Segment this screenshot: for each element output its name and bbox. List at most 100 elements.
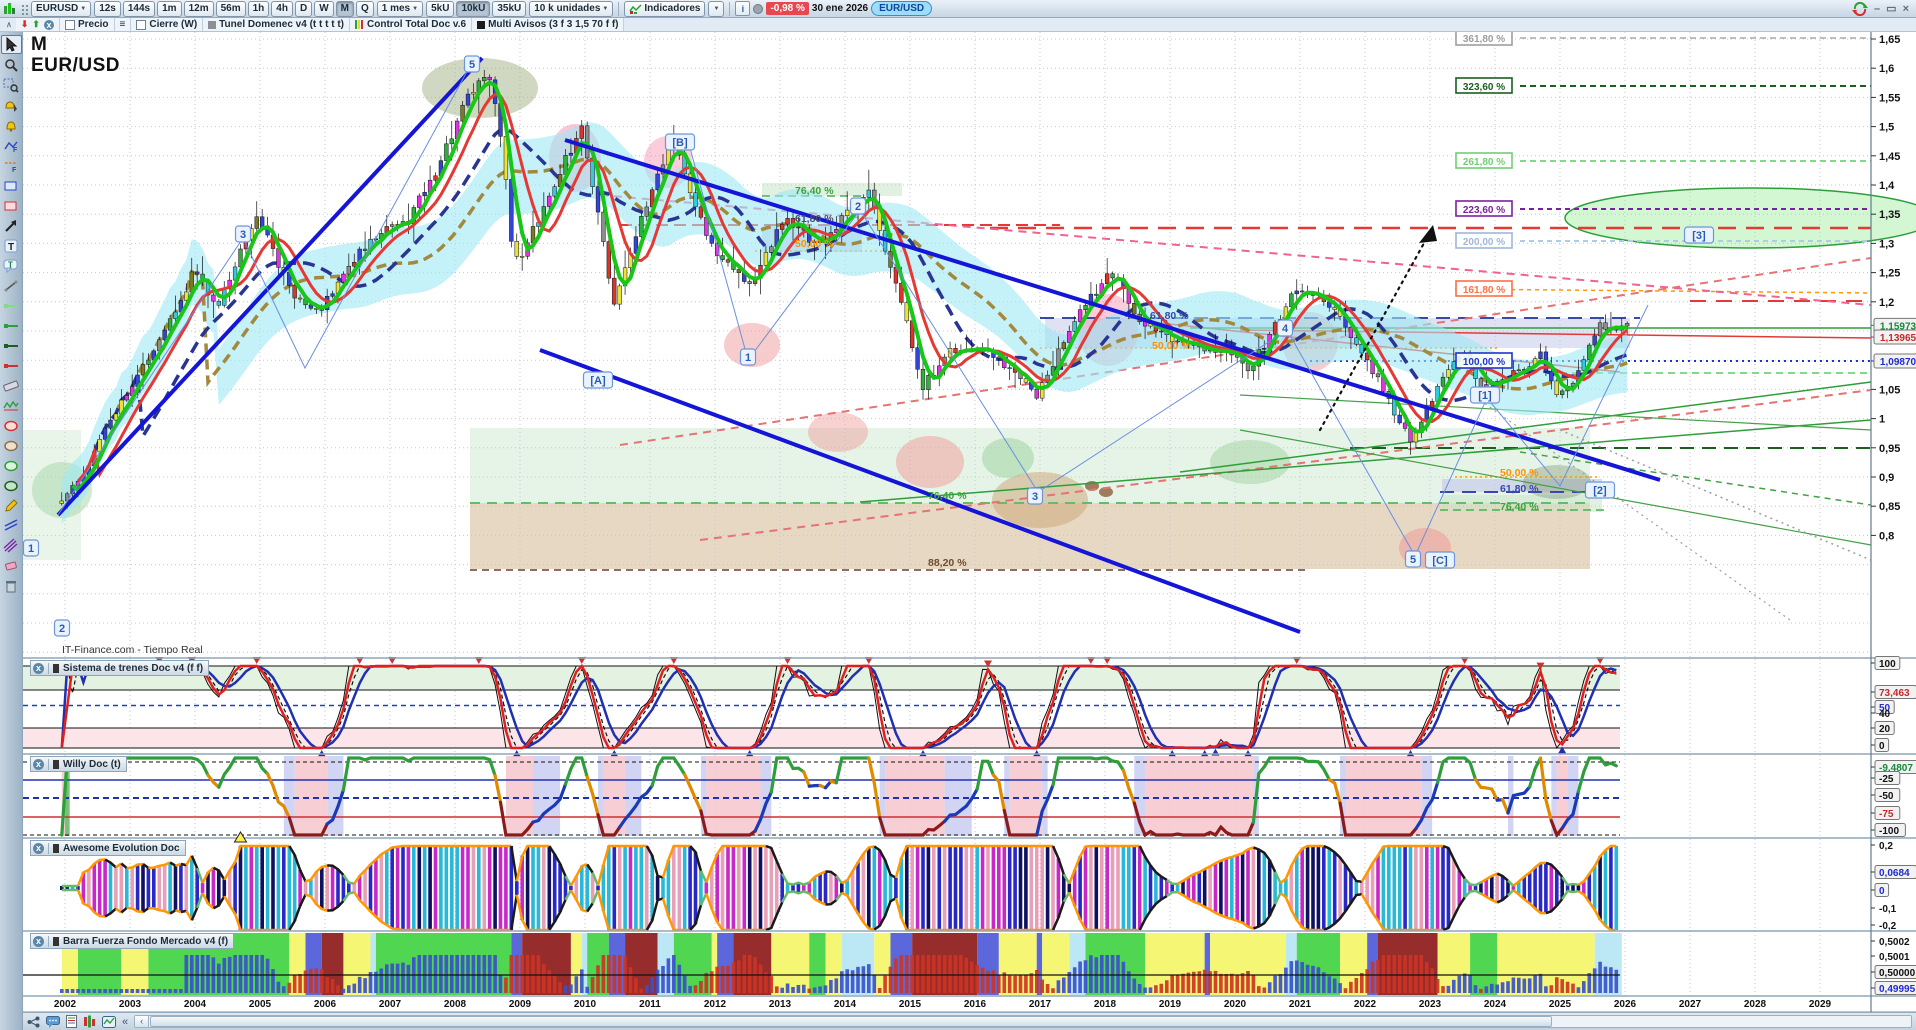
comment-icon[interactable]: T <box>2 257 21 274</box>
timeframe-button-W[interactable]: W <box>314 0 334 17</box>
alert-icon[interactable] <box>2 117 21 134</box>
wave-label-box[interactable] <box>1276 319 1294 337</box>
scroll-left-button[interactable]: ‹ <box>135 1016 150 1027</box>
hline-lightgreen-icon[interactable] <box>2 297 21 314</box>
timeframe-button-Q[interactable]: Q <box>355 0 374 17</box>
wave-label-box[interactable] <box>1469 386 1501 404</box>
wave-label-box[interactable] <box>463 55 481 73</box>
eraser-icon[interactable] <box>2 557 21 574</box>
ellipse-red-icon[interactable] <box>2 417 21 434</box>
wave-label-box[interactable] <box>1404 550 1422 568</box>
timeframe-button-4h[interactable]: 4h <box>271 0 293 17</box>
ellipse-green-icon[interactable] <box>2 457 21 474</box>
refresh-icon[interactable] <box>1852 1 1869 16</box>
hline-red-icon[interactable] <box>2 357 21 374</box>
ellipse-tan-icon[interactable] <box>2 437 21 454</box>
overlay-item-2[interactable]: Cierre (W) <box>131 18 204 31</box>
willy-line <box>1327 778 1342 805</box>
zoom-icon[interactable] <box>2 57 21 74</box>
pencil-icon[interactable] <box>2 497 21 514</box>
downtrend-line-upper <box>564 138 1661 482</box>
timeframe-button-1h[interactable]: 1h <box>247 0 270 17</box>
indicators-dropdown[interactable]: ▼ <box>708 0 725 17</box>
timeframe-button-1m[interactable]: 1m <box>157 0 182 17</box>
indicators-button[interactable]: Indicadores <box>624 0 706 17</box>
collapse-left-icon[interactable]: « <box>122 1015 129 1028</box>
arrow-icon[interactable] <box>2 217 21 234</box>
panel-scale-label: 0,0684 <box>1879 868 1910 879</box>
overlay-item-4[interactable]: Control Total Doc v.6 <box>350 18 473 31</box>
wave-label-box[interactable] <box>1683 226 1715 244</box>
awesome-envelope <box>1138 895 1168 931</box>
panel-close-icon[interactable]: x <box>33 935 44 947</box>
timeframe-button-144s[interactable]: 144s <box>122 0 156 17</box>
candle <box>1050 366 1056 376</box>
panel-close-icon[interactable]: x <box>33 758 44 770</box>
quantity-button-10kU[interactable]: 10kU <box>456 0 491 17</box>
chart-window-icon[interactable] <box>102 1015 116 1028</box>
wave-label-box[interactable] <box>849 197 867 215</box>
wave-label-box[interactable] <box>53 619 71 637</box>
overlay-item-0[interactable]: Precio <box>59 18 115 31</box>
units-selector[interactable]: 10 k unidades ▼ <box>529 0 614 17</box>
segment-icon[interactable] <box>2 277 21 294</box>
hline-darkgreen-icon[interactable] <box>2 337 21 354</box>
close-circle-icon[interactable]: x <box>43 19 54 30</box>
share-icon[interactable] <box>27 1016 40 1028</box>
note-icon[interactable] <box>66 1015 77 1028</box>
channel-icon[interactable] <box>2 517 21 534</box>
wave-label-box[interactable] <box>664 133 696 151</box>
text-icon[interactable]: T <box>2 237 21 254</box>
pitchfork-icon[interactable] <box>2 537 21 554</box>
overlay-item-3[interactable]: Tunel Domenec v4 (t t t t t) <box>203 18 350 31</box>
quantity-button-5kU[interactable]: 5kU <box>426 0 455 17</box>
wave-label-box[interactable] <box>1026 487 1044 505</box>
fib-dash-icon[interactable]: F <box>2 157 21 174</box>
collapse-toolbar-icon[interactable]: ∧ <box>6 20 12 29</box>
info-button[interactable]: i <box>735 1 751 16</box>
indicator-icon[interactable] <box>2 397 21 414</box>
close-button[interactable]: × <box>1902 2 1909 15</box>
timeframe-button-D[interactable]: D <box>294 0 313 17</box>
wave-label-box[interactable] <box>582 371 614 389</box>
pointer-icon[interactable] <box>0 35 22 54</box>
rect-blue-icon[interactable] <box>2 177 21 194</box>
ruler-icon[interactable] <box>2 377 21 394</box>
rect-red-icon[interactable] <box>2 197 21 214</box>
hline-green-icon[interactable] <box>2 317 21 334</box>
ellipse-darkgreen-icon[interactable] <box>2 477 21 494</box>
wave-label-box[interactable] <box>1584 481 1616 499</box>
panel-close-icon[interactable]: x <box>33 842 44 854</box>
horizontal-scrollbar[interactable]: ‹ <box>134 1015 1912 1028</box>
overlay-item-1[interactable]: ≡ <box>114 18 132 31</box>
wave-label-box[interactable] <box>23 539 40 557</box>
checkbox-icon[interactable] <box>136 19 147 30</box>
restore-button[interactable]: ▭ <box>1886 2 1897 15</box>
period-selector[interactable]: 1 mes ▼ <box>376 0 424 17</box>
minimize-button[interactable]: – <box>1874 2 1881 15</box>
drag-grip[interactable] <box>20 2 28 15</box>
symbol-selector[interactable]: EURUSD ▼ <box>31 0 92 17</box>
timeframe-button-12m[interactable]: 12m <box>183 0 214 17</box>
overlay-item-5[interactable]: Multi Avisos (3 f 3 1,5 70 f f) <box>472 18 625 31</box>
wave-label-box[interactable] <box>234 225 252 243</box>
analysis-line <box>699 389 1872 541</box>
checkbox-icon[interactable] <box>64 19 75 30</box>
wave-label-box[interactable] <box>1424 551 1456 569</box>
up-arrow-icon[interactable]: ⬆ <box>32 19 40 29</box>
fib-node-icon[interactable]: F <box>2 137 21 154</box>
comment-icon[interactable] <box>46 1015 60 1028</box>
quantity-button-35kU[interactable]: 35kU <box>492 0 527 17</box>
timeframe-button-M[interactable]: M <box>335 0 354 17</box>
trash-icon[interactable] <box>2 577 21 594</box>
panel-close-icon[interactable]: x <box>33 662 44 674</box>
candle <box>796 226 801 229</box>
scrollbar-thumb[interactable] <box>150 1016 1553 1027</box>
timeframe-button-56m[interactable]: 56m <box>215 0 246 17</box>
zoom-area-icon[interactable] <box>2 77 21 94</box>
timeframe-button-12s[interactable]: 12s <box>94 0 121 17</box>
down-arrow-icon[interactable]: ⬇ <box>20 19 29 29</box>
wave-label-box[interactable] <box>739 348 757 366</box>
alert-cursor-icon[interactable] <box>2 97 21 114</box>
positions-icon[interactable] <box>83 1015 96 1028</box>
